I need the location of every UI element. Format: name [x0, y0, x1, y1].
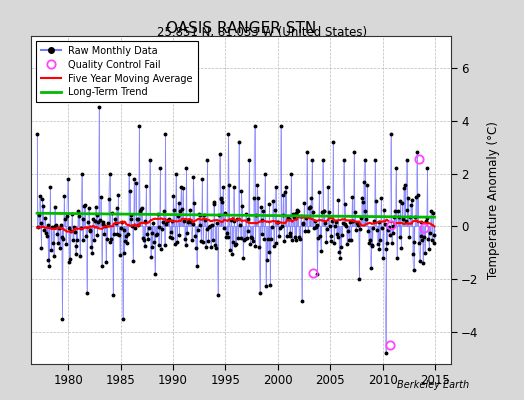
Title: OASIS RANGER STN: OASIS RANGER STN: [166, 21, 316, 36]
Y-axis label: Temperature Anomaly (°C): Temperature Anomaly (°C): [487, 121, 500, 279]
Text: Berkeley Earth: Berkeley Earth: [397, 380, 469, 390]
Text: 25.851 N, 81.033 W (United States): 25.851 N, 81.033 W (United States): [157, 26, 367, 39]
Legend: Raw Monthly Data, Quality Control Fail, Five Year Moving Average, Long-Term Tren: Raw Monthly Data, Quality Control Fail, …: [36, 41, 198, 102]
